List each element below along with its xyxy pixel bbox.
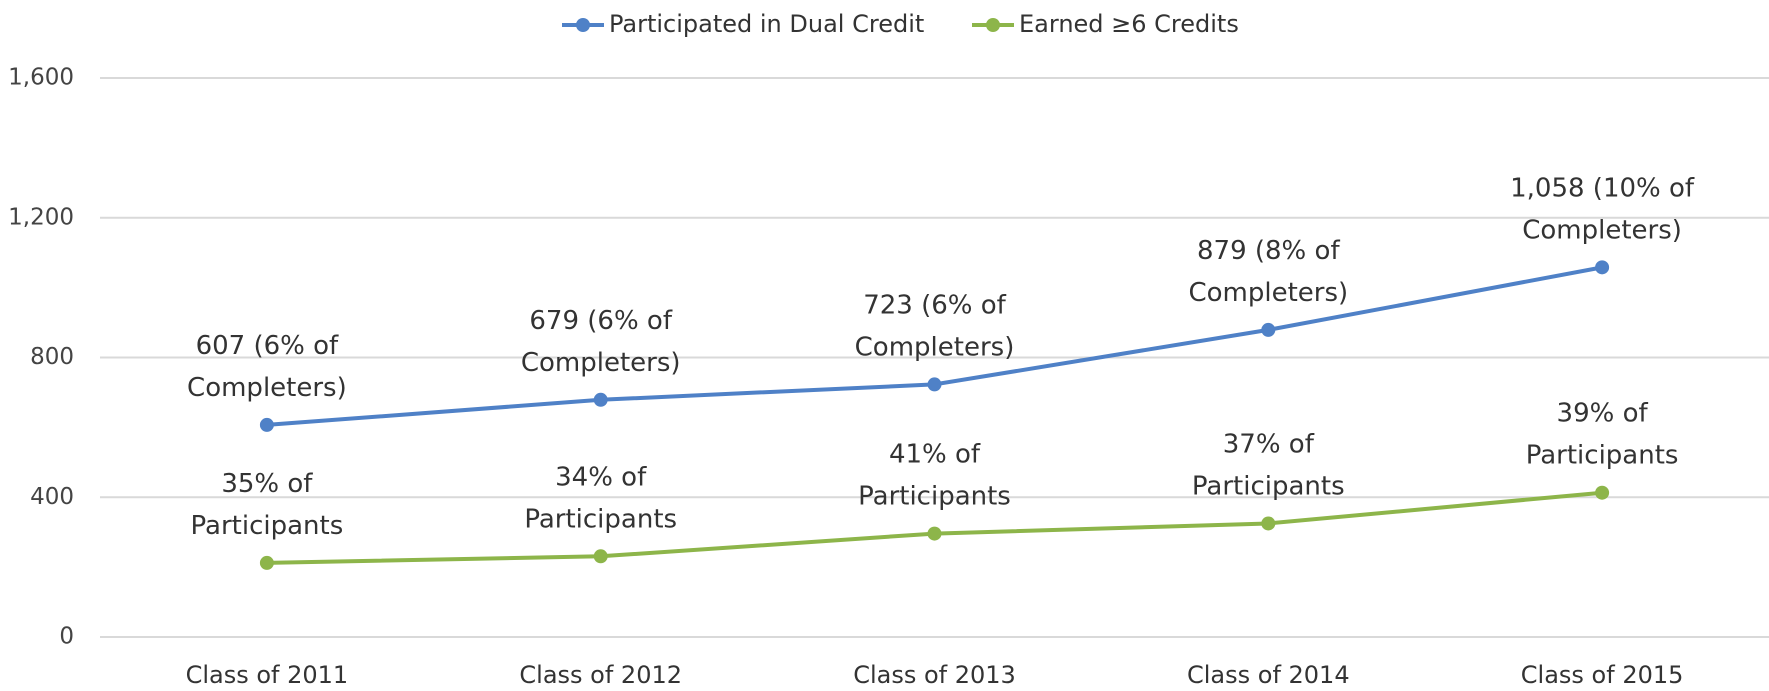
x-tick-label: Class of 2012	[519, 661, 682, 689]
data-label: 679 (6% of Completers)	[521, 305, 681, 377]
point	[259, 555, 274, 570]
point	[1261, 516, 1276, 531]
data-label: 723 (6% of Completers)	[855, 290, 1015, 362]
legend-marker	[986, 18, 1000, 32]
x-tick-label: Class of 2011	[186, 661, 349, 689]
data-label: 607 (6% of Completers)	[187, 330, 347, 402]
legend-label: Earned ≥6 Credits	[1019, 10, 1239, 38]
data-label: 39% of Participants	[1526, 398, 1679, 470]
data-label: 34% of Participants	[524, 462, 677, 534]
x-tick-label: Class of 2014	[1187, 661, 1350, 689]
point	[1261, 322, 1276, 337]
x-tick-label: Class of 2015	[1521, 661, 1684, 689]
legend-label: Participated in Dual Credit	[609, 10, 924, 38]
data-label: 41% of Participants	[858, 439, 1011, 511]
data-label: 1,058 (10% of Completers)	[1510, 173, 1695, 245]
data-label: 35% of Participants	[191, 468, 344, 540]
legend-marker	[576, 18, 590, 32]
point	[1595, 260, 1610, 275]
point	[927, 377, 942, 392]
y-tick-label: 800	[30, 344, 74, 370]
y-tick-label: 1,200	[8, 204, 74, 230]
point	[259, 417, 274, 432]
y-tick-label: 0	[59, 624, 74, 650]
data-label: 37% of Participants	[1192, 429, 1345, 501]
data-label: 879 (8% of Completers)	[1188, 235, 1348, 307]
point	[593, 549, 608, 564]
point	[927, 526, 942, 541]
point	[1595, 485, 1610, 500]
x-tick-label: Class of 2013	[853, 661, 1016, 689]
point	[593, 392, 608, 407]
y-tick-label: 400	[30, 484, 74, 510]
y-tick-label: 1,600	[8, 65, 74, 91]
